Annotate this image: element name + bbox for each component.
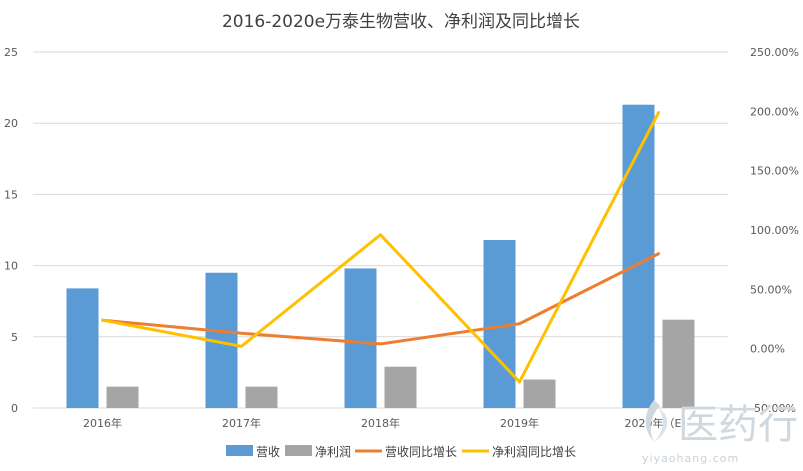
y-right-tick-label: 100.00% <box>750 224 799 237</box>
series-line-2 <box>101 252 660 346</box>
y-right-tick-label: 150.00% <box>750 165 799 178</box>
y-right-tick-label: 200.00% <box>750 105 799 118</box>
watermark: 医药行 yiyaohang.com <box>642 400 798 465</box>
lines <box>101 111 660 384</box>
x-tick-label: 2017年 <box>222 416 261 430</box>
y-right-tick-label: 250.00% <box>750 46 799 59</box>
y-left-tick-label: 20 <box>4 117 18 130</box>
x-tick-label: 2016年 <box>83 416 122 430</box>
legend-label-1: 净利润 <box>315 445 351 459</box>
series-line-3 <box>101 111 660 384</box>
x-axis-ticks: 2016年 2017年 2018年 2019年 2020年（E） <box>83 416 692 430</box>
legend-label-2: 营收同比增长 <box>385 445 457 459</box>
y-right-tick-label: 0.00% <box>750 343 785 356</box>
legend: 营收 净利润 营收同比增长 净利润同比增长 <box>226 445 576 459</box>
legend-swatch-0 <box>226 445 253 456</box>
y-left-tick-label: 10 <box>4 260 18 273</box>
legend-swatch-1 <box>285 445 312 456</box>
x-tick-label: 2020年（E） <box>625 416 693 430</box>
chart-title: 2016-2020e万泰生物营收、净利润及同比增长 <box>222 12 580 32</box>
y-left-tick-label: 25 <box>4 46 18 59</box>
watermark-url: yiyaohang.com <box>642 452 739 465</box>
bars <box>66 104 695 409</box>
watermark-text: 医药行 <box>678 402 798 448</box>
watermark-logo-icon <box>645 400 668 442</box>
bar-1-4 <box>662 319 695 408</box>
gridlines <box>33 51 728 409</box>
bar-1-2 <box>384 366 417 408</box>
bar-0-2 <box>344 268 377 408</box>
left-axis-ticks: 0 5 10 15 20 25 <box>4 46 18 415</box>
y-right-tick-label: 50.00% <box>750 283 792 296</box>
y-left-tick-label: 15 <box>4 188 18 201</box>
y-left-tick-label: 0 <box>11 402 18 415</box>
bar-1-1 <box>245 386 278 408</box>
bar-0-0 <box>66 288 99 408</box>
bar-0-4 <box>622 104 655 409</box>
y-right-tick-label: -50.00% <box>750 402 796 415</box>
x-tick-label: 2018年 <box>361 416 400 430</box>
right-axis-ticks: -50.00% 0.00% 50.00% 100.00% 150.00% 200.00% 2… <box>750 46 799 415</box>
bar-1-3 <box>523 379 556 408</box>
legend-label-3: 净利润同比增长 <box>492 445 576 459</box>
bar-1-0 <box>106 386 139 408</box>
y-left-tick-label: 5 <box>11 331 18 344</box>
x-tick-label: 2019年 <box>500 416 539 430</box>
legend-label-0: 营收 <box>256 445 280 459</box>
